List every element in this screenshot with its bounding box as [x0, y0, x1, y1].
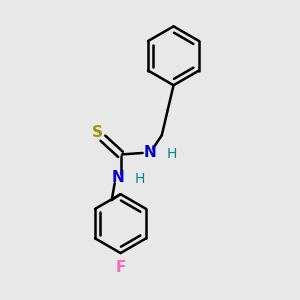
- Text: F: F: [116, 260, 126, 275]
- Text: H: H: [167, 147, 177, 161]
- Text: N: N: [144, 146, 156, 160]
- Text: H: H: [134, 172, 145, 186]
- Text: N: N: [111, 170, 124, 185]
- Text: S: S: [92, 125, 103, 140]
